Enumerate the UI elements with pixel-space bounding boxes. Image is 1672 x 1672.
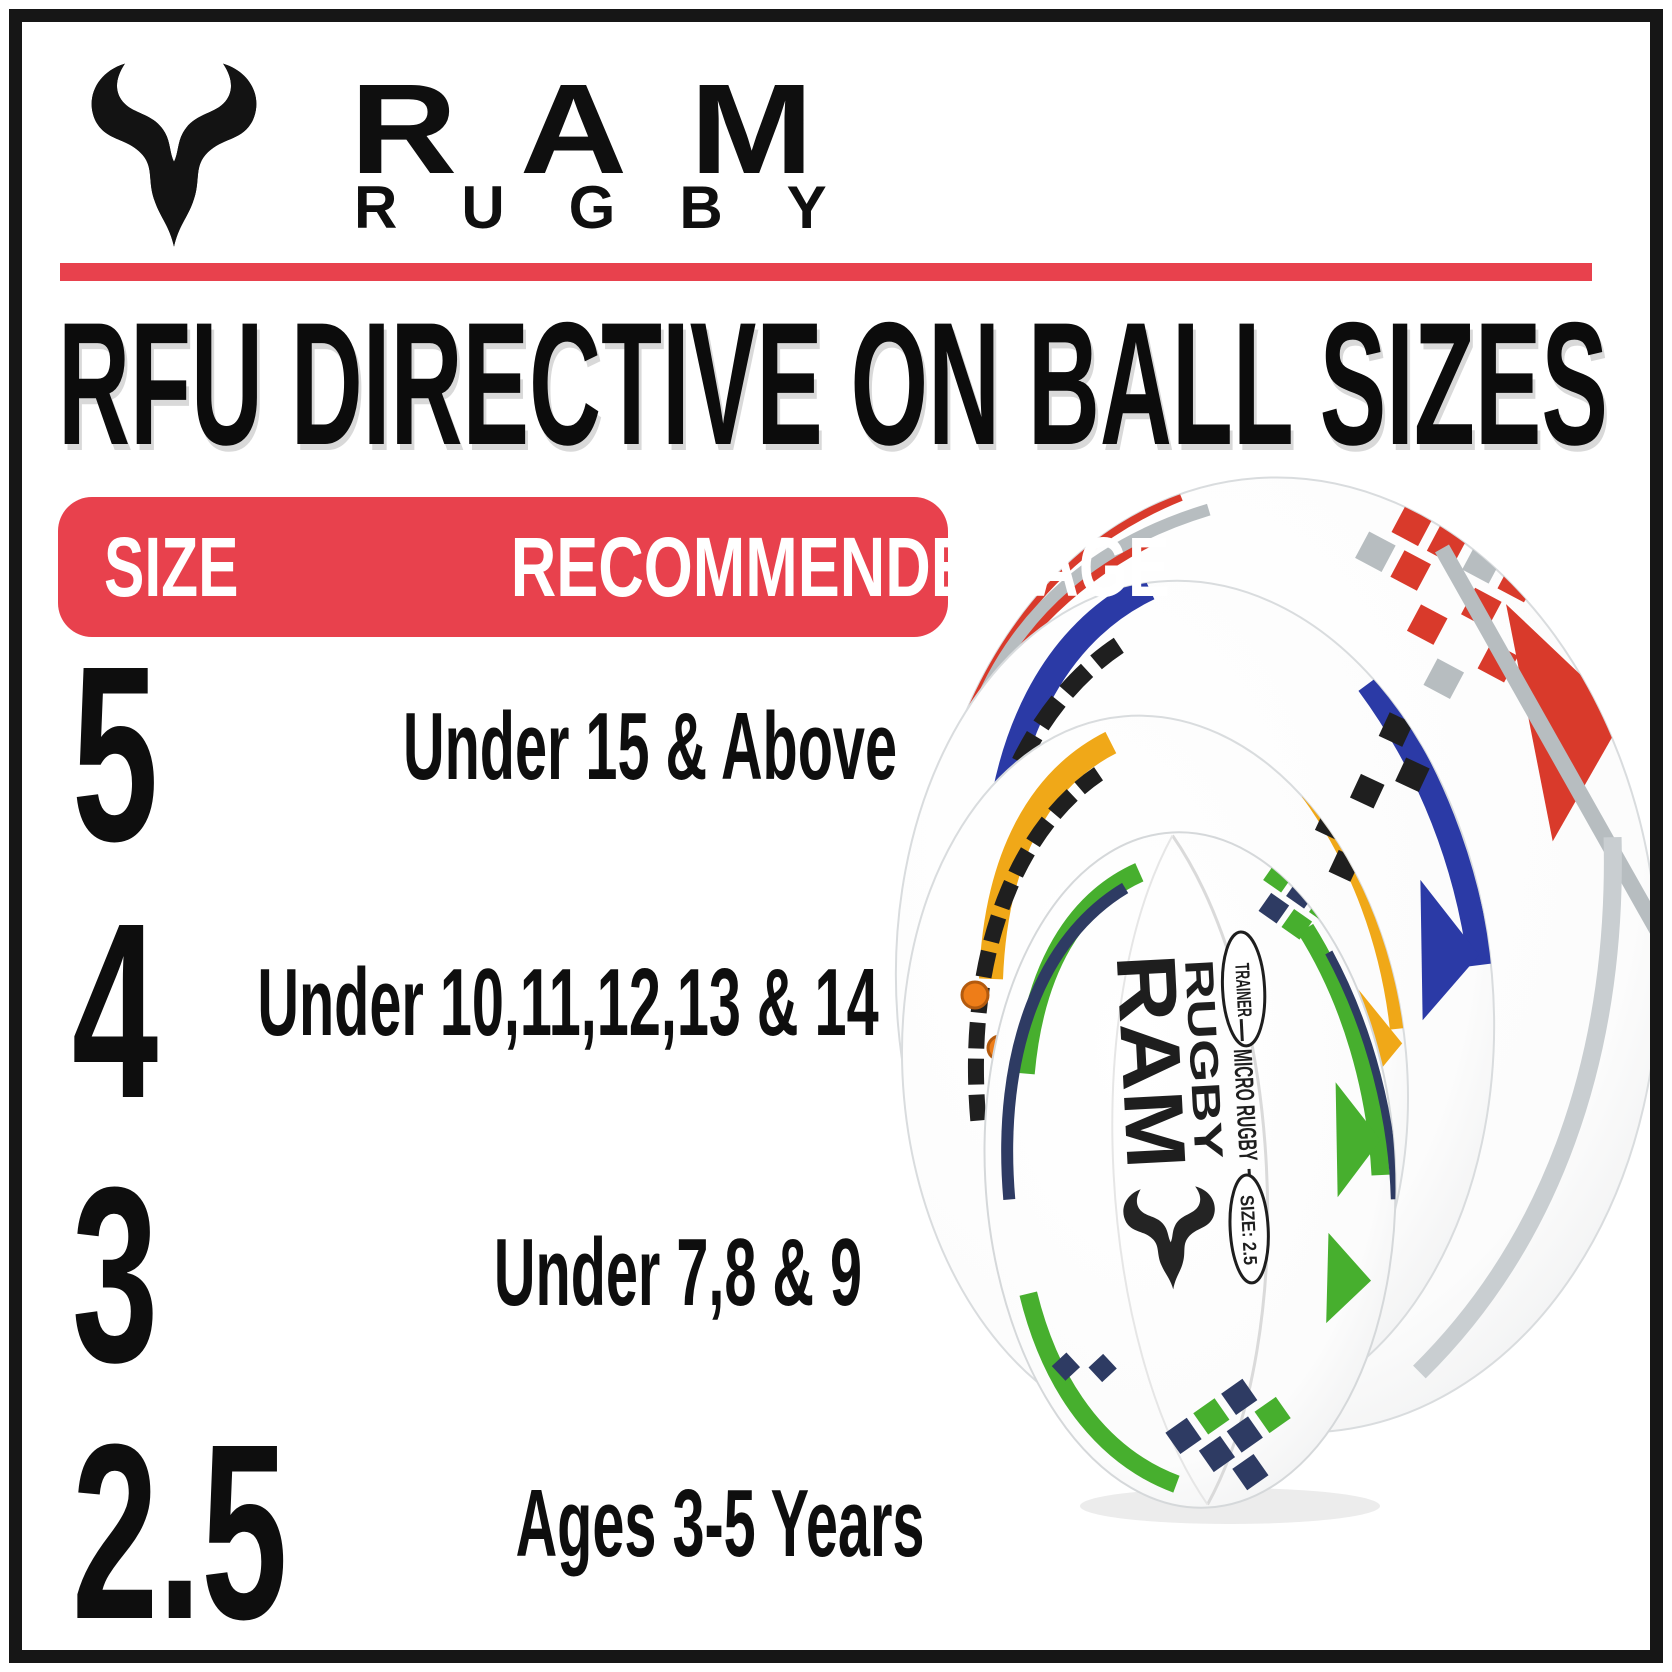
table-header: SIZE RECOMMENDED AGE xyxy=(58,497,1170,637)
ball-valve xyxy=(960,980,990,1010)
age-value: Ages 3-5 Years xyxy=(515,1470,925,1577)
divider-line xyxy=(60,263,1592,281)
size-value: 4 xyxy=(72,871,159,1150)
size-value: 3 xyxy=(72,1135,159,1414)
ball-size-2-5: RAM RUGBY TRAINER MICRO RUGBY SIZE: 2.5 xyxy=(983,831,1399,1509)
size-value: 2.5 xyxy=(72,1392,288,1671)
front-ball-model-text: MICRO RUGBY xyxy=(1228,1048,1264,1161)
ram-head-icon xyxy=(91,63,257,247)
front-ball-brand-text: RAM xyxy=(1099,952,1204,1172)
trainer-badge-label: TRAINER xyxy=(1230,962,1255,1017)
age-value: Under 15 & Above xyxy=(403,693,897,800)
size-value: 5 xyxy=(72,614,159,893)
brand-wordmark-sub: RUGBY xyxy=(354,174,891,241)
column-header-size: SIZE xyxy=(104,520,239,614)
age-value: Under 10,11,12,13 & 14 xyxy=(257,949,879,1056)
trainer-badge xyxy=(1220,930,1267,1048)
age-value: Under 7,8 & 9 xyxy=(493,1219,863,1326)
size-badge xyxy=(1228,1173,1270,1285)
page-title: RFU DIRECTIVE ON BALL SIZES xyxy=(58,287,1608,482)
column-header-age: RECOMMENDED AGE xyxy=(510,520,1170,614)
navy-check-pattern xyxy=(1165,1378,1291,1491)
size-badge-label: SIZE: 2.5 xyxy=(1235,1195,1260,1266)
brand-wordmark: RAM xyxy=(350,58,877,201)
